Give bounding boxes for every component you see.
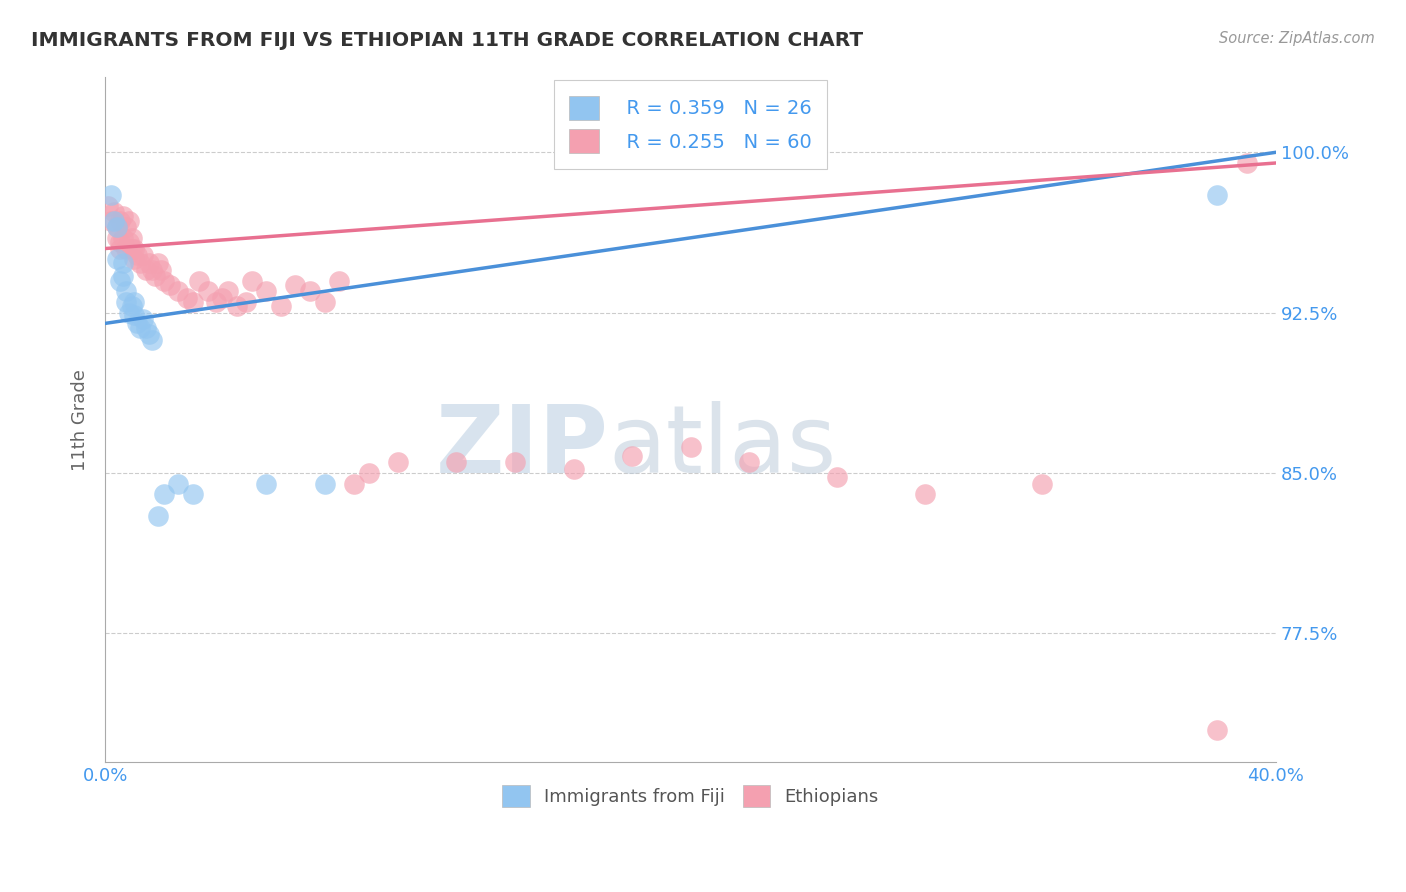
Point [141,263,163,277]
Point [181,295,204,310]
Point [117,213,139,227]
Point [343,476,366,491]
Point [152,487,174,501]
Point [114,285,136,299]
Point [127,317,149,331]
Text: Source: ZipAtlas.com: Source: ZipAtlas.com [1219,31,1375,46]
Point [103,205,125,219]
Point [1206,188,1229,202]
Point [738,455,761,469]
Point [143,269,166,284]
Point [108,242,131,256]
Point [111,231,134,245]
Point [138,327,160,342]
Point [117,306,139,320]
Point [111,269,134,284]
Point [127,248,149,262]
Point [135,263,157,277]
Point [141,334,163,348]
Point [100,213,122,227]
Point [149,263,172,277]
Point [105,220,128,235]
Point [235,295,257,310]
Point [387,455,409,469]
Point [103,213,125,227]
Point [114,242,136,256]
Point [105,231,128,245]
Point [121,242,143,256]
Point [124,252,146,267]
Point [240,274,263,288]
Point [167,285,190,299]
Point [129,256,152,270]
Point [159,277,181,292]
Point [124,242,146,256]
Point [111,210,134,224]
Point [211,291,233,305]
Point [825,470,848,484]
Point [254,285,277,299]
Point [108,235,131,249]
Y-axis label: 11th Grade: 11th Grade [72,368,89,471]
Point [121,231,143,245]
Legend: Immigrants from Fiji, Ethiopians: Immigrants from Fiji, Ethiopians [495,778,886,814]
Text: ZIP: ZIP [436,401,609,493]
Point [132,248,155,262]
Point [562,462,585,476]
Point [1236,156,1258,170]
Point [226,299,249,313]
Point [105,220,128,235]
Point [124,308,146,322]
Point [205,295,228,310]
Point [135,320,157,334]
Point [146,508,169,523]
Point [1031,476,1053,491]
Point [187,274,209,288]
Point [167,476,190,491]
Point [121,299,143,313]
Point [176,291,198,305]
Point [114,295,136,310]
Point [114,220,136,235]
Point [284,277,307,292]
Point [197,285,219,299]
Point [108,274,131,288]
Point [914,487,936,501]
Text: IMMIGRANTS FROM FIJI VS ETHIOPIAN 11TH GRADE CORRELATION CHART: IMMIGRANTS FROM FIJI VS ETHIOPIAN 11TH G… [31,31,863,50]
Point [217,285,239,299]
Point [314,295,336,310]
Point [328,274,350,288]
Point [152,274,174,288]
Point [105,252,128,267]
Point [108,213,131,227]
Point [146,256,169,270]
Point [621,449,644,463]
Point [679,441,702,455]
Point [124,295,146,310]
Point [503,455,526,469]
Point [132,312,155,326]
Point [117,235,139,249]
Point [446,455,468,469]
Point [357,466,380,480]
Point [97,199,120,213]
Point [254,476,277,491]
Point [270,299,292,313]
Point [129,320,152,334]
Point [111,256,134,270]
Point [138,256,160,270]
Point [314,476,336,491]
Point [1206,723,1229,737]
Point [299,285,322,299]
Point [100,188,122,202]
Text: atlas: atlas [609,401,837,493]
Point [181,487,204,501]
